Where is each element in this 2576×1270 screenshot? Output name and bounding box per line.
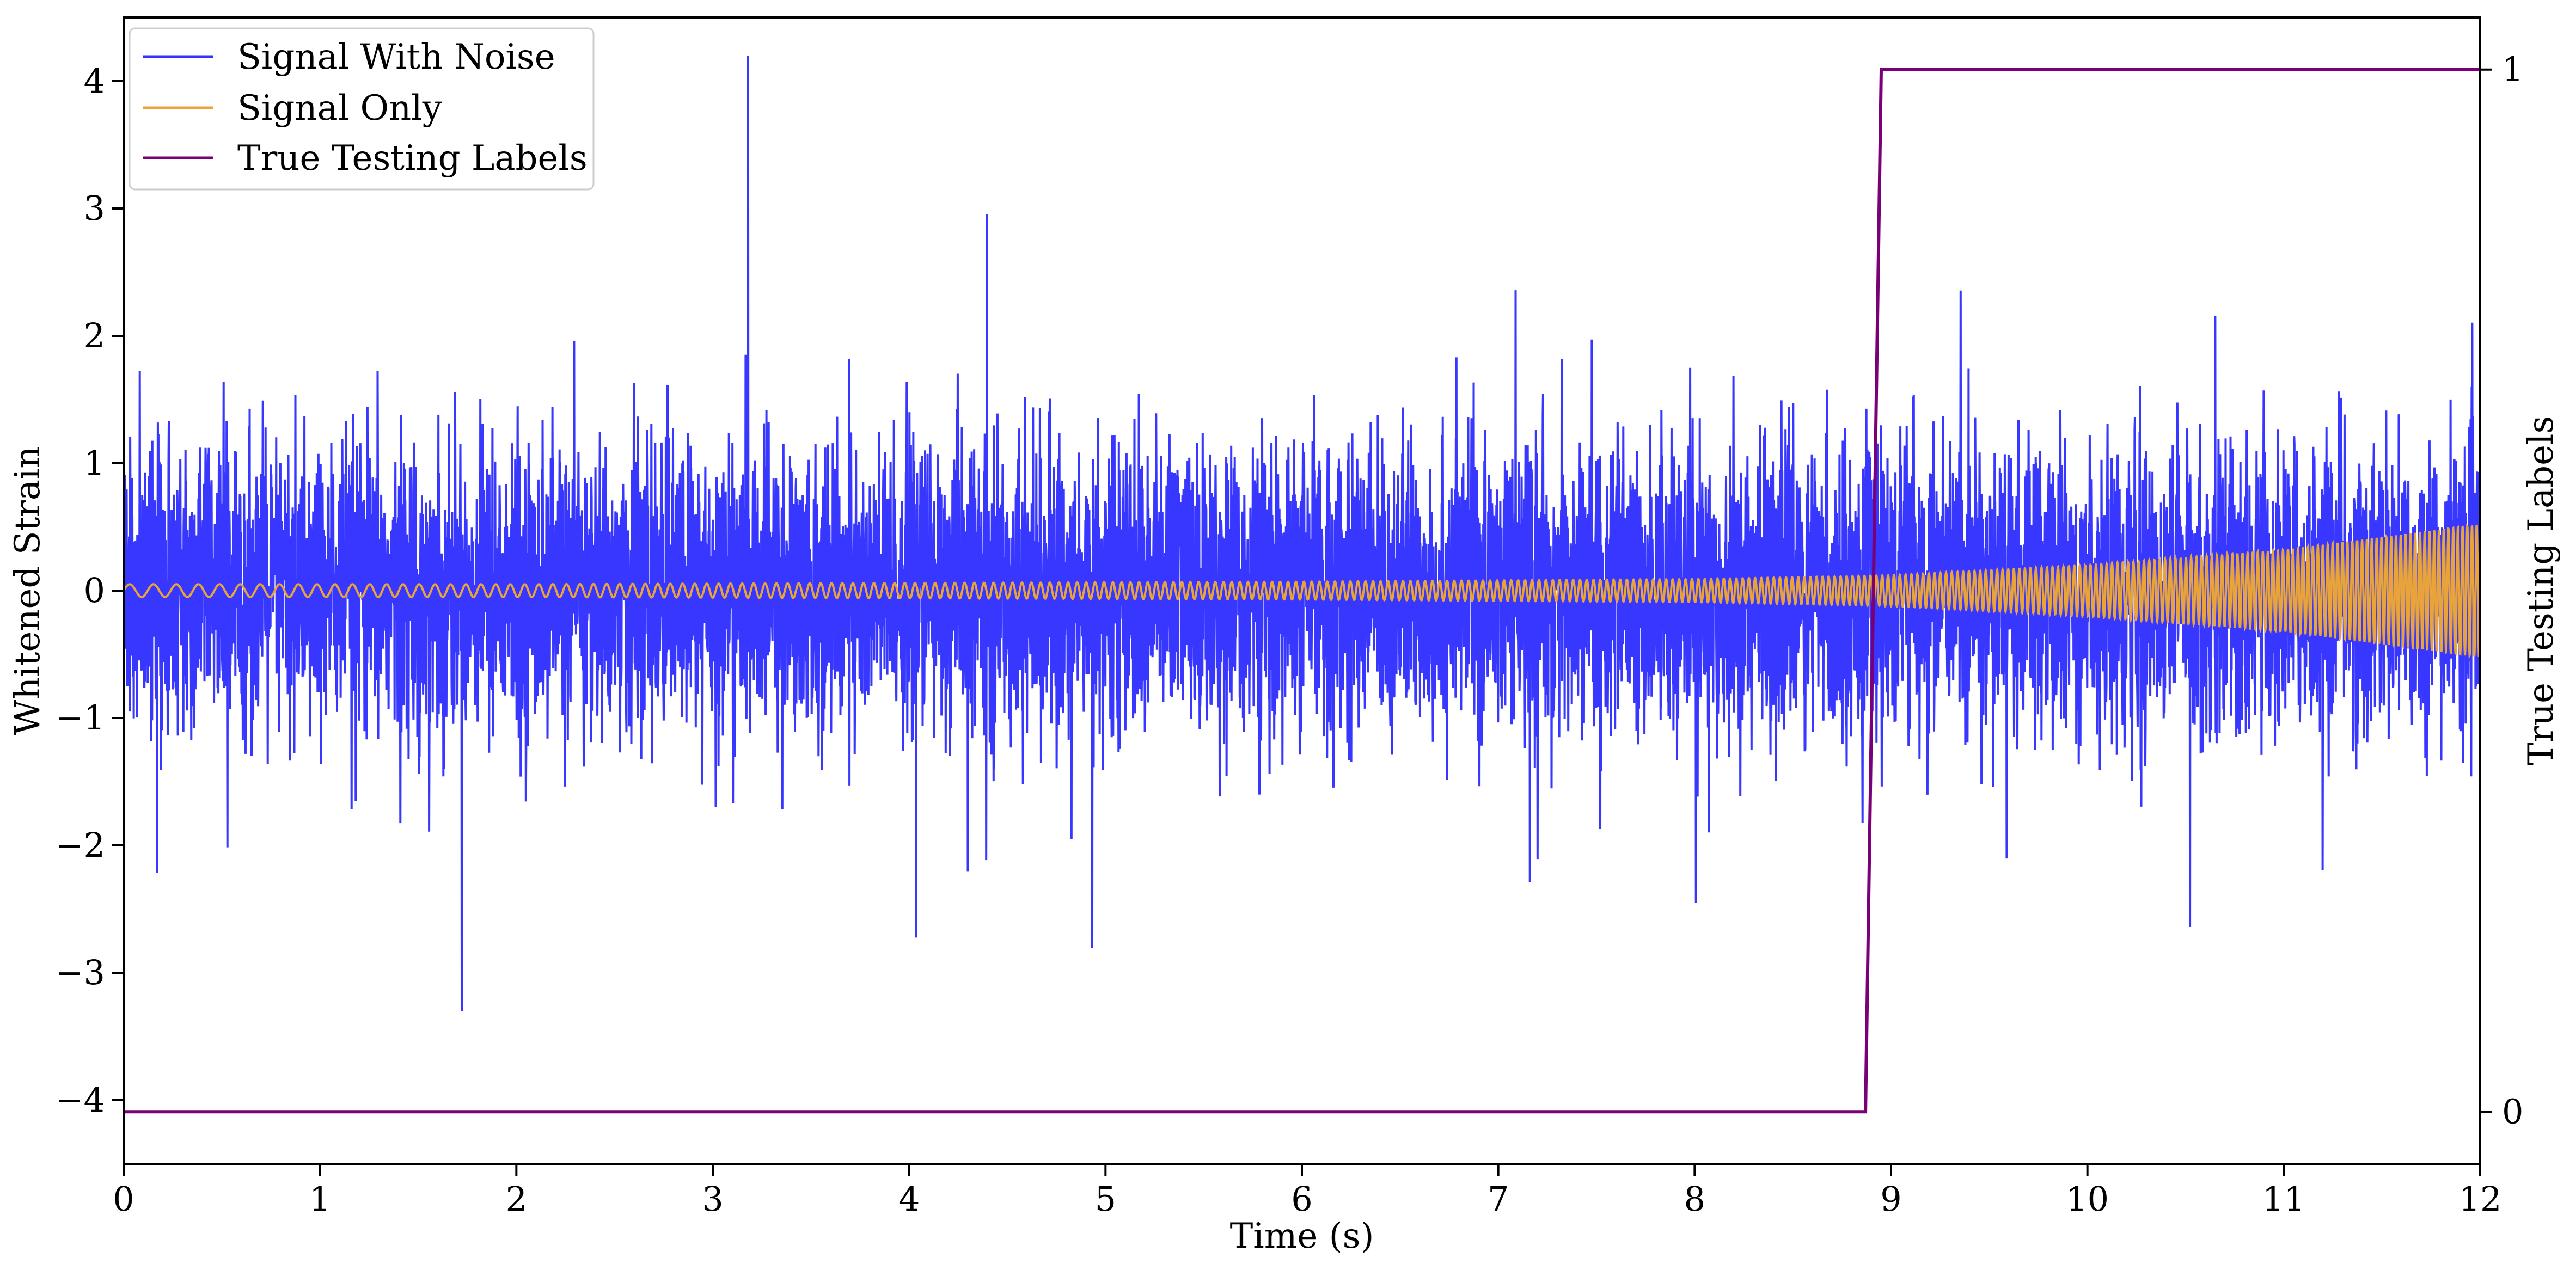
- x-tick-label: 12: [2459, 1179, 2502, 1219]
- true-testing-labels-line: [124, 68, 2480, 1114]
- x-tick-label: 11: [2262, 1179, 2305, 1219]
- signal-only-line: [124, 524, 2480, 660]
- legend-label-true-testing-labels: True Testing Labels: [237, 138, 588, 179]
- x-tick-label: 3: [702, 1179, 723, 1219]
- y-tick-label: 4: [84, 61, 105, 101]
- y-axis-right: 10: [2480, 50, 2523, 1131]
- y2-axis-title: True Testing Labels: [2521, 416, 2561, 766]
- y2-tick-label: 0: [2502, 1091, 2523, 1131]
- true-testing-labels-series: [124, 68, 2480, 1114]
- legend-label-signal-only: Signal Only: [237, 88, 442, 128]
- legend-label-signal-with-noise: Signal With Noise: [237, 37, 555, 77]
- legend: Signal With Noise Signal Only True Testi…: [129, 27, 595, 191]
- y-axis-title: Whitened Strain: [8, 446, 48, 735]
- x-axis: 0 1 2 3 4 5 6 7 8 9 10 11 12: [113, 1164, 2501, 1219]
- y-tick-label: −4: [56, 1080, 105, 1120]
- y2-tick-label: 1: [2502, 50, 2523, 89]
- x-tick-label: 0: [113, 1179, 134, 1219]
- x-tick-label: 7: [1488, 1179, 1509, 1219]
- y-axis-left: 4 3 2 1 0 −1 −2 −3 −4: [56, 61, 124, 1120]
- x-tick-label: 8: [1684, 1179, 1705, 1219]
- signal-with-noise-series: [124, 56, 2480, 1011]
- y-tick-label: 0: [84, 570, 105, 610]
- signal-only-series: [124, 524, 2480, 660]
- y-tick-label: 1: [84, 443, 105, 483]
- x-tick-label: 5: [1095, 1179, 1116, 1219]
- x-tick-label: 4: [898, 1179, 920, 1219]
- y-tick-label: −1: [56, 698, 105, 738]
- y-tick-label: 2: [84, 316, 105, 355]
- x-tick-label: 1: [309, 1179, 331, 1219]
- x-axis-title: Time (s): [1230, 1216, 1374, 1256]
- x-tick-label: 6: [1291, 1179, 1312, 1219]
- signal-with-noise-line: [124, 56, 2480, 1011]
- y-tick-label: −3: [56, 953, 105, 992]
- x-tick-label: 10: [2066, 1179, 2109, 1219]
- y-tick-label: 3: [84, 188, 105, 228]
- x-tick-label: 9: [1880, 1179, 1901, 1219]
- legend-box: [129, 27, 595, 191]
- x-tick-label: 2: [506, 1179, 527, 1219]
- y-tick-label: −2: [56, 825, 105, 865]
